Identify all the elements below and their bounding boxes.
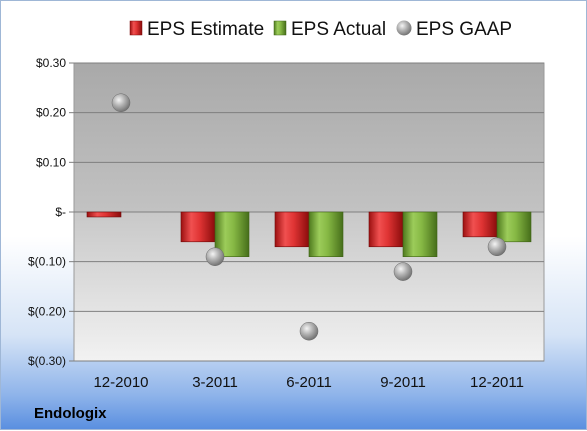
bar-eps-actual — [496, 211, 532, 243]
legend-label-actual: EPS Actual — [291, 19, 386, 40]
bar-eps-estimate — [86, 211, 122, 218]
x-category-label: 12-2011 — [470, 374, 524, 391]
bar-eps-estimate — [462, 211, 498, 238]
y-tick-label: $0.30 — [36, 56, 66, 70]
point-eps-gaap — [205, 247, 225, 266]
legend-swatch-actual — [273, 20, 287, 36]
x-category-label: 9-2011 — [380, 374, 426, 391]
legend-label-estimate: EPS Estimate — [147, 19, 264, 40]
legend-item-actual: EPS Actual — [273, 19, 386, 40]
legend: EPS Estimate EPS Actual EPS GAAP — [129, 19, 512, 40]
x-category-label: 6-2011 — [286, 374, 332, 391]
bar-eps-actual — [214, 211, 250, 258]
x-category-label: 12-2010 — [93, 374, 148, 391]
y-tick-label: $(0.10) — [28, 255, 66, 269]
y-axis-ticks: $0.30 $0.20 $0.10 $- $(0.10) $(0.20) $(0.30) — [28, 56, 74, 368]
point-eps-gaap — [299, 321, 319, 341]
company-name: Endologix — [34, 405, 107, 422]
legend-item-gaap: EPS GAAP — [396, 19, 512, 40]
legend-item-estimate: EPS Estimate — [129, 19, 264, 40]
legend-swatch-gaap — [396, 20, 412, 36]
legend-label-gaap: EPS GAAP — [416, 19, 512, 40]
y-tick-label: $(0.30) — [28, 354, 66, 368]
point-eps-gaap — [111, 93, 131, 112]
bar-eps-estimate — [368, 211, 404, 248]
legend-swatch-estimate — [129, 20, 143, 36]
x-axis-categories: 12-2010 3-2011 6-2011 9-2011 12-2011 — [93, 374, 524, 391]
bar-eps-actual — [308, 211, 344, 258]
point-eps-gaap — [487, 237, 507, 257]
y-tick-label: $- — [55, 205, 66, 219]
gridlines — [74, 62, 544, 362]
chart-marks — [86, 93, 532, 341]
y-tick-label: $0.20 — [36, 106, 66, 120]
y-tick-label: $(0.20) — [28, 304, 66, 318]
bar-eps-estimate — [180, 211, 216, 243]
bar-eps-actual — [402, 211, 438, 258]
x-category-label: 3-2011 — [192, 374, 238, 391]
bar-eps-estimate — [274, 211, 310, 248]
y-tick-label: $0.10 — [36, 155, 66, 169]
point-eps-gaap — [393, 262, 413, 281]
